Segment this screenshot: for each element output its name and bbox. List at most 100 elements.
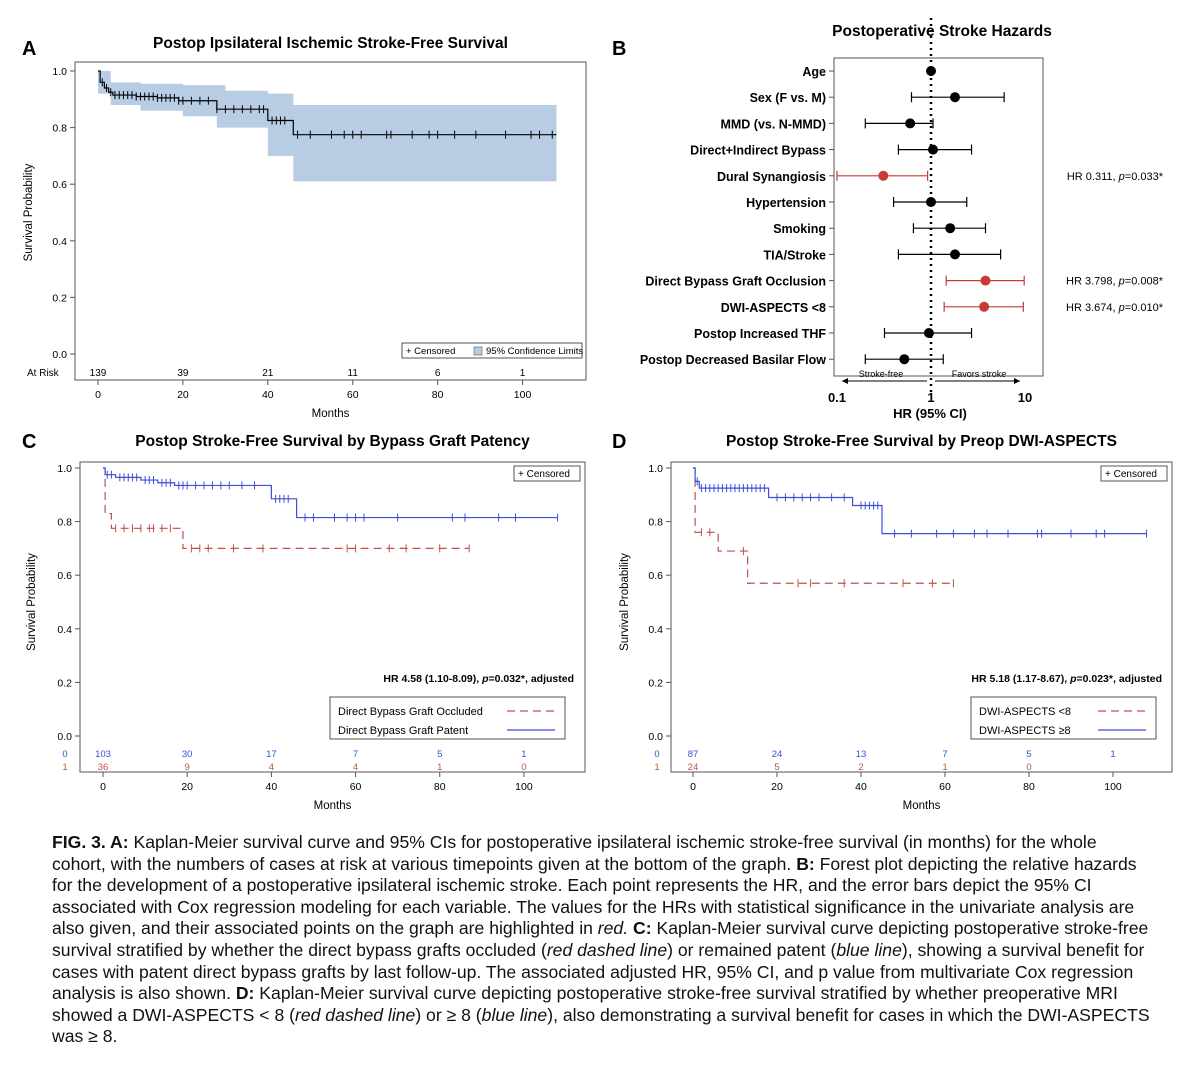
x-tick-label: 0.1 bbox=[828, 390, 846, 405]
panel-letter: D bbox=[612, 431, 626, 453]
at-risk-value: 11 bbox=[348, 368, 359, 379]
hr-point bbox=[980, 275, 991, 286]
plot-frame bbox=[79, 461, 586, 773]
hr-point bbox=[905, 118, 916, 129]
at-risk-value: 7 bbox=[353, 749, 358, 760]
chart-title: Postoperative Stroke Hazards bbox=[832, 23, 1052, 40]
hr-point bbox=[949, 92, 960, 103]
at-risk-value: 1 bbox=[437, 762, 442, 773]
caption-segment: D: bbox=[235, 983, 255, 1004]
at-risk-value: 1 bbox=[1110, 749, 1115, 760]
x-tick-label: 80 bbox=[434, 781, 446, 793]
plot-frame bbox=[670, 461, 1173, 773]
y-tick-label: 1.0 bbox=[648, 463, 663, 475]
y-tick-label: 0.8 bbox=[52, 123, 67, 135]
at-risk-value: 5 bbox=[437, 749, 442, 760]
at-risk-value: 17 bbox=[266, 749, 277, 760]
x-tick-label: 40 bbox=[266, 781, 278, 793]
legend-censored: + Censored bbox=[406, 346, 455, 357]
y-tick-label: 0.4 bbox=[57, 624, 72, 636]
series-legend-box bbox=[970, 696, 1157, 740]
x-tick-label: 20 bbox=[771, 781, 783, 793]
y-tick-label: 0.0 bbox=[648, 731, 663, 743]
y-tick-label: 0.2 bbox=[52, 292, 67, 304]
panel-letter: A bbox=[22, 38, 36, 60]
caption-segment: C: bbox=[633, 918, 652, 939]
at-risk-value: 2 bbox=[858, 762, 863, 773]
at-risk-group-label: 1 bbox=[654, 762, 659, 773]
y-tick-label: 0.2 bbox=[57, 677, 72, 689]
hr-statistics: HR 5.18 (1.17-8.67), p=0.023*, adjusted bbox=[971, 673, 1162, 685]
at-risk-value: 0 bbox=[521, 762, 526, 773]
y-tick-label: 0.6 bbox=[57, 570, 72, 582]
hr-point bbox=[949, 249, 960, 260]
x-axis-label: Months bbox=[314, 800, 352, 812]
plot-frame bbox=[833, 57, 1044, 377]
at-risk-value: 21 bbox=[262, 368, 274, 379]
km-curve-series-1 bbox=[693, 467, 1147, 535]
x-axis-label: HR (95% CI) bbox=[893, 406, 967, 421]
x-tick-label: 0 bbox=[95, 389, 101, 401]
at-risk-value: 30 bbox=[182, 749, 193, 760]
at-risk-group-label: 0 bbox=[62, 749, 67, 760]
km-curve-series-0 bbox=[693, 467, 954, 584]
hr-annotation: HR 3.674, p=0.010* bbox=[1066, 302, 1164, 314]
at-risk-value: 1 bbox=[521, 749, 526, 760]
x-tick-label: 1 bbox=[927, 390, 934, 405]
x-axis-label: Months bbox=[903, 800, 941, 812]
arrow-right-head bbox=[1014, 378, 1020, 384]
figure-caption: FIG. 3. A: Kaplan-Meier survival curve a… bbox=[52, 832, 1152, 1048]
x-tick-label: 0 bbox=[100, 781, 106, 793]
confidence-band bbox=[98, 71, 557, 182]
at-risk-value: 24 bbox=[688, 762, 699, 773]
x-axis-label: Months bbox=[312, 408, 350, 420]
forest-row-label: TIA/Stroke bbox=[763, 248, 826, 262]
direction-label-left: Stroke-free bbox=[859, 369, 904, 379]
caption-segment: ), showing a survival benefit for cases … bbox=[52, 939, 1145, 1004]
x-tick-label: 100 bbox=[514, 389, 532, 401]
caption-segment: ), also demonstrating a survival benefit… bbox=[52, 1004, 1150, 1047]
forest-row-label: Dural Synangiosis bbox=[717, 170, 826, 184]
caption-segment: Kaplan-Meier survival curve and 95% CIs … bbox=[52, 832, 1097, 874]
legend-box bbox=[401, 342, 583, 359]
y-axis-label: Survival Probability bbox=[26, 553, 38, 651]
hr-statistics: HR 4.58 (1.10-8.09), p=0.032*, adjusted bbox=[383, 673, 574, 685]
x-tick-label: 80 bbox=[1023, 781, 1035, 793]
x-tick-label: 100 bbox=[1104, 781, 1122, 793]
at-risk-value: 39 bbox=[177, 368, 189, 379]
x-tick-label: 60 bbox=[347, 389, 359, 401]
x-tick-label: 10 bbox=[1018, 390, 1032, 405]
y-tick-label: 0.6 bbox=[52, 179, 67, 191]
hr-annotation: HR 3.798, p=0.008* bbox=[1066, 276, 1164, 288]
legend-series-name: DWI-ASPECTS ≥8 bbox=[979, 725, 1071, 737]
panel-letter: B bbox=[612, 38, 626, 60]
at-risk-value: 36 bbox=[98, 762, 109, 773]
series-legend-box bbox=[329, 696, 566, 740]
at-risk-value: 13 bbox=[856, 749, 867, 760]
at-risk-value: 24 bbox=[772, 749, 783, 760]
censored-legend-text: + Censored bbox=[518, 469, 570, 480]
caption-segment: blue line bbox=[481, 1004, 548, 1025]
at-risk-value: 139 bbox=[90, 368, 107, 379]
x-tick-label: 40 bbox=[262, 389, 274, 401]
legend-series-name: Direct Bypass Graft Patent bbox=[338, 725, 468, 737]
y-axis-label: Survival Probability bbox=[23, 163, 35, 261]
at-risk-value: 7 bbox=[942, 749, 947, 760]
km-curve-series-1 bbox=[103, 467, 558, 519]
at-risk-value: 5 bbox=[774, 762, 779, 773]
forest-row-label: DWI-ASPECTS <8 bbox=[721, 301, 826, 315]
y-axis-label: Survival Probability bbox=[619, 553, 631, 651]
caption-segment: ) or ≥ 8 ( bbox=[415, 1004, 482, 1025]
at-risk-value: 4 bbox=[353, 762, 358, 773]
at-risk-value: 9 bbox=[185, 762, 190, 773]
at-risk-value: 6 bbox=[435, 368, 441, 379]
at-risk-value: 4 bbox=[269, 762, 274, 773]
at-risk-value: 0 bbox=[1026, 762, 1031, 773]
censored-legend-box bbox=[1100, 465, 1168, 482]
at-risk-group-label: 1 bbox=[62, 762, 67, 773]
forest-row-label: Postop Increased THF bbox=[694, 327, 826, 341]
y-tick-label: 0.8 bbox=[648, 517, 663, 529]
caption-segment: FIG. 3. A: bbox=[52, 832, 129, 852]
forest-row-label: Direct Bypass Graft Occlusion bbox=[645, 275, 826, 289]
hr-point bbox=[878, 170, 889, 181]
